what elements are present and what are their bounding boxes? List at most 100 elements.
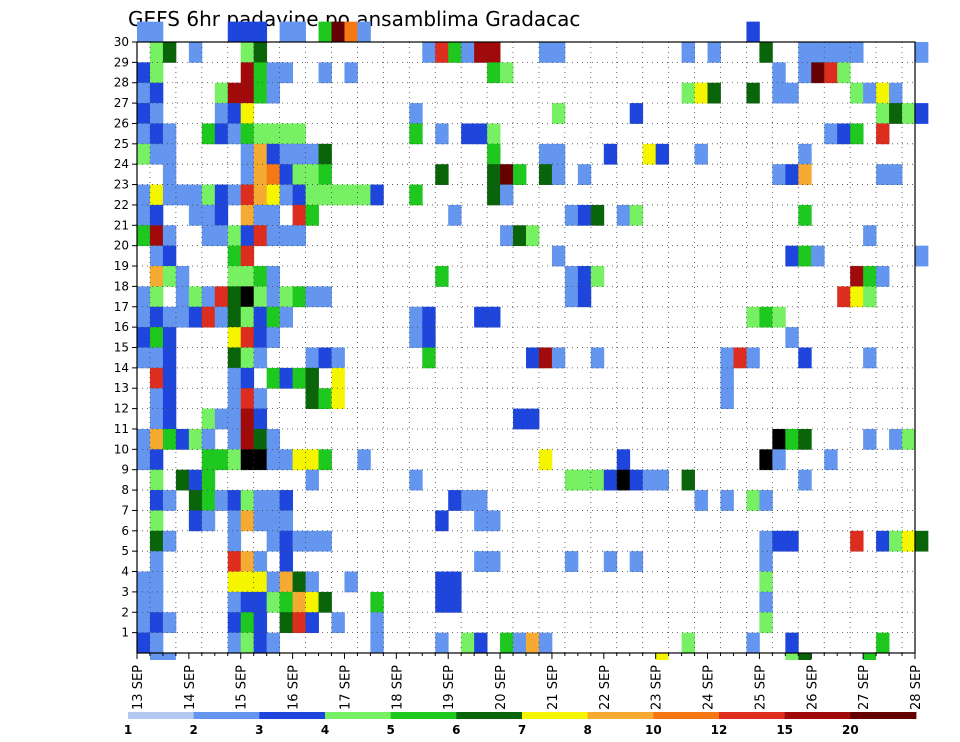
heatmap-cell bbox=[331, 347, 345, 369]
heatmap-cell bbox=[746, 21, 760, 43]
heatmap-cell bbox=[137, 103, 151, 124]
heatmap-cell bbox=[253, 347, 268, 369]
legend-label: 5 bbox=[386, 723, 394, 737]
heatmap-cell bbox=[564, 266, 579, 287]
heatmap-cell bbox=[435, 510, 449, 532]
heatmap-cell bbox=[850, 286, 864, 308]
heatmap-cell bbox=[435, 164, 449, 185]
y-tick-label: 26 bbox=[114, 116, 129, 130]
legend-swatch bbox=[456, 712, 523, 719]
heatmap-cell bbox=[629, 204, 644, 226]
heatmap-cell bbox=[746, 82, 760, 104]
heatmap-cell bbox=[305, 286, 332, 308]
heatmap-cell bbox=[279, 571, 293, 593]
heatmap-cell bbox=[227, 530, 242, 552]
heatmap-cell bbox=[253, 408, 268, 430]
heatmap-cell bbox=[435, 123, 449, 145]
heatmap-cell bbox=[551, 164, 566, 185]
heatmap-cell bbox=[538, 347, 553, 369]
heatmap-cell bbox=[798, 428, 812, 450]
heatmap-cell bbox=[227, 551, 242, 572]
heatmap-cell bbox=[201, 510, 216, 532]
heatmap-cell bbox=[448, 42, 462, 63]
heatmap-cell bbox=[149, 347, 164, 369]
heatmap-cell bbox=[292, 184, 306, 206]
heatmap-cell bbox=[253, 62, 268, 84]
heatmap-cell bbox=[201, 225, 229, 247]
heatmap-cell bbox=[214, 286, 229, 308]
heatmap-cell bbox=[162, 245, 177, 267]
heatmap-cell bbox=[409, 103, 423, 124]
heatmap-cell bbox=[162, 428, 177, 450]
heatmap-cell bbox=[318, 449, 332, 471]
heatmap-cell bbox=[253, 123, 306, 145]
heatmap-cell bbox=[162, 42, 177, 63]
heatmap-cell bbox=[487, 551, 501, 572]
heatmap-cell bbox=[500, 184, 514, 206]
heatmap-cell bbox=[279, 591, 293, 613]
heatmap-cell bbox=[227, 286, 242, 308]
heatmap-cell bbox=[538, 632, 553, 654]
heatmap-cell bbox=[240, 490, 255, 511]
heatmap-cell bbox=[188, 42, 203, 63]
heatmap-cell bbox=[279, 490, 293, 511]
legend-label: 15 bbox=[776, 723, 793, 737]
x-tick-label: 19 SEP bbox=[442, 665, 457, 710]
heatmap-cell bbox=[253, 204, 281, 226]
heatmap-cell bbox=[137, 62, 151, 84]
heatmap-cell bbox=[603, 469, 618, 491]
heatmap-cell bbox=[746, 306, 760, 328]
heatmap-cell bbox=[227, 21, 268, 43]
heatmap-cell bbox=[149, 530, 164, 552]
heatmap-cell bbox=[188, 306, 203, 328]
heatmap-cell bbox=[266, 286, 281, 308]
heatmap-cell bbox=[876, 123, 890, 145]
heatmap-cell bbox=[240, 164, 255, 185]
heatmap-cell bbox=[227, 347, 242, 369]
heatmap-cell bbox=[253, 184, 268, 206]
heatmap-cell bbox=[137, 428, 151, 450]
heatmap-cell bbox=[733, 347, 747, 369]
x-tick-label: 13 SEP bbox=[131, 665, 146, 710]
heatmap-cell bbox=[162, 123, 177, 145]
heatmap-cell bbox=[175, 266, 190, 287]
heatmap-cell bbox=[759, 306, 773, 328]
x-tick-label: 16 SEP bbox=[287, 665, 302, 710]
heatmap-cell bbox=[162, 306, 177, 328]
heatmap-cell bbox=[266, 591, 281, 613]
heatmap-cell bbox=[318, 591, 332, 613]
heatmap-cell bbox=[266, 327, 281, 348]
heatmap-cell bbox=[629, 551, 644, 572]
heatmap-cell bbox=[162, 225, 177, 247]
heatmap-cell bbox=[253, 225, 268, 247]
heatmap-cell bbox=[175, 286, 190, 308]
heatmap-cell bbox=[240, 245, 255, 267]
heatmap-cell bbox=[448, 204, 462, 226]
heatmap-cell bbox=[837, 62, 851, 84]
heatmap-cell bbox=[266, 449, 293, 471]
y-tick-label: 18 bbox=[114, 279, 129, 293]
heatmap-cell bbox=[201, 469, 216, 491]
heatmap-cell bbox=[227, 591, 242, 613]
heatmap-cell bbox=[474, 510, 501, 532]
heatmap-cell bbox=[720, 347, 734, 369]
heatmap-cell bbox=[201, 408, 216, 430]
heatmap-cell bbox=[422, 306, 436, 328]
legend-swatch bbox=[522, 712, 589, 719]
heatmap-cell bbox=[266, 225, 306, 247]
heatmap-cell bbox=[837, 123, 851, 145]
heatmap-cell bbox=[214, 123, 229, 145]
heatmap-cell bbox=[137, 286, 151, 308]
legend-label: 8 bbox=[583, 723, 591, 737]
heatmap-cell bbox=[357, 449, 371, 471]
heatmap-cell bbox=[331, 388, 345, 409]
heatmap-cell bbox=[162, 164, 177, 185]
heatmap-cell bbox=[811, 62, 825, 84]
heatmap-cell bbox=[564, 469, 605, 491]
heatmap-cell bbox=[149, 551, 164, 572]
heatmap-cell bbox=[214, 103, 229, 124]
heatmap-cell bbox=[785, 632, 799, 654]
legend-label: 10 bbox=[645, 723, 662, 737]
heatmap-cell bbox=[227, 327, 242, 348]
